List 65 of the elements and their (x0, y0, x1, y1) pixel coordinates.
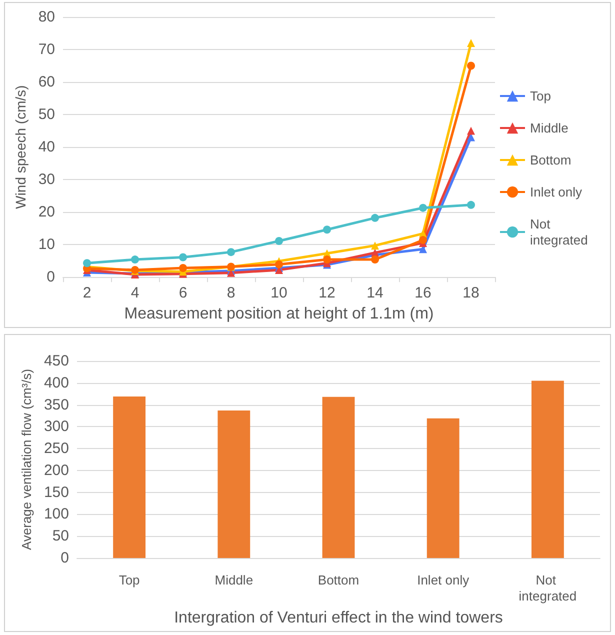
legend-label: Inlet only (530, 184, 583, 200)
point (275, 237, 283, 246)
y-tick-label: 250 (44, 440, 69, 458)
legend-label: Top (530, 88, 551, 104)
y-tick-label: 0 (60, 550, 69, 566)
y-tick-label: 450 (44, 352, 69, 370)
point (419, 236, 427, 244)
x-tick-label: 14 (366, 284, 384, 302)
point (467, 39, 475, 48)
point (467, 126, 475, 135)
point (227, 248, 235, 256)
x-tick-label: 2 (82, 284, 92, 302)
point (83, 259, 91, 268)
y-tick-label: 0 (46, 268, 55, 286)
legend-label: Not integrated (530, 216, 588, 248)
point (419, 204, 427, 212)
legend-label: Middle (530, 120, 568, 136)
point (371, 256, 379, 264)
y-tick-label: 20 (38, 204, 55, 221)
point (179, 264, 187, 272)
y-tick-label: 70 (38, 41, 55, 58)
x-tick-label: Top (118, 572, 140, 588)
y-tick-label: 60 (38, 74, 55, 91)
y-tick-label: 100 (44, 506, 69, 523)
x-tick-label: 12 (318, 284, 336, 302)
y-tick-label: 40 (38, 138, 55, 156)
x-tick-label: 4 (130, 284, 140, 302)
bar (218, 410, 250, 558)
point (467, 200, 475, 209)
x-tick-label: Not integrated (518, 572, 577, 604)
x-tick-label: 18 (462, 284, 480, 302)
x-axis-title: Measurement position at height of 1.1m (m) (124, 306, 434, 322)
x-tick-label: 16 (414, 284, 432, 302)
y-axis-title: Wind speech (cm/s) (12, 85, 28, 209)
bar (531, 380, 564, 558)
point (371, 242, 379, 250)
x-axis-title: Intergration of Venturi effect in the wind towers (174, 610, 503, 626)
y-tick-label: 50 (38, 106, 55, 124)
point (131, 256, 139, 264)
point (323, 256, 331, 264)
y-tick-label: 30 (38, 171, 55, 188)
point (467, 62, 475, 70)
y-tick-label: 50 (52, 528, 69, 545)
point (275, 260, 283, 268)
bar (426, 418, 460, 558)
bar (322, 396, 355, 558)
bar (113, 396, 146, 558)
x-tick-label: 8 (226, 284, 236, 302)
y-tick-label: 80 (38, 8, 55, 26)
point (371, 214, 379, 222)
y-tick-label: 350 (44, 396, 69, 414)
y-tick-label: 200 (44, 462, 69, 479)
y-tick-label: 400 (44, 374, 69, 392)
point (179, 253, 187, 262)
point (323, 226, 331, 234)
x-tick-label: Middle (214, 572, 254, 588)
y-tick-label: 10 (38, 236, 55, 254)
y-tick-label: 150 (44, 484, 69, 501)
x-tick-label: Bottom (318, 572, 360, 588)
x-tick-label: 6 (178, 284, 188, 302)
x-tick-label: 10 (270, 284, 288, 302)
x-tick-label: Inlet only (417, 572, 470, 588)
y-tick-label: 300 (44, 418, 69, 436)
legend-label: Bottom (530, 152, 572, 168)
y-axis-title: Average ventilation flow (cm³/s) (19, 368, 34, 550)
